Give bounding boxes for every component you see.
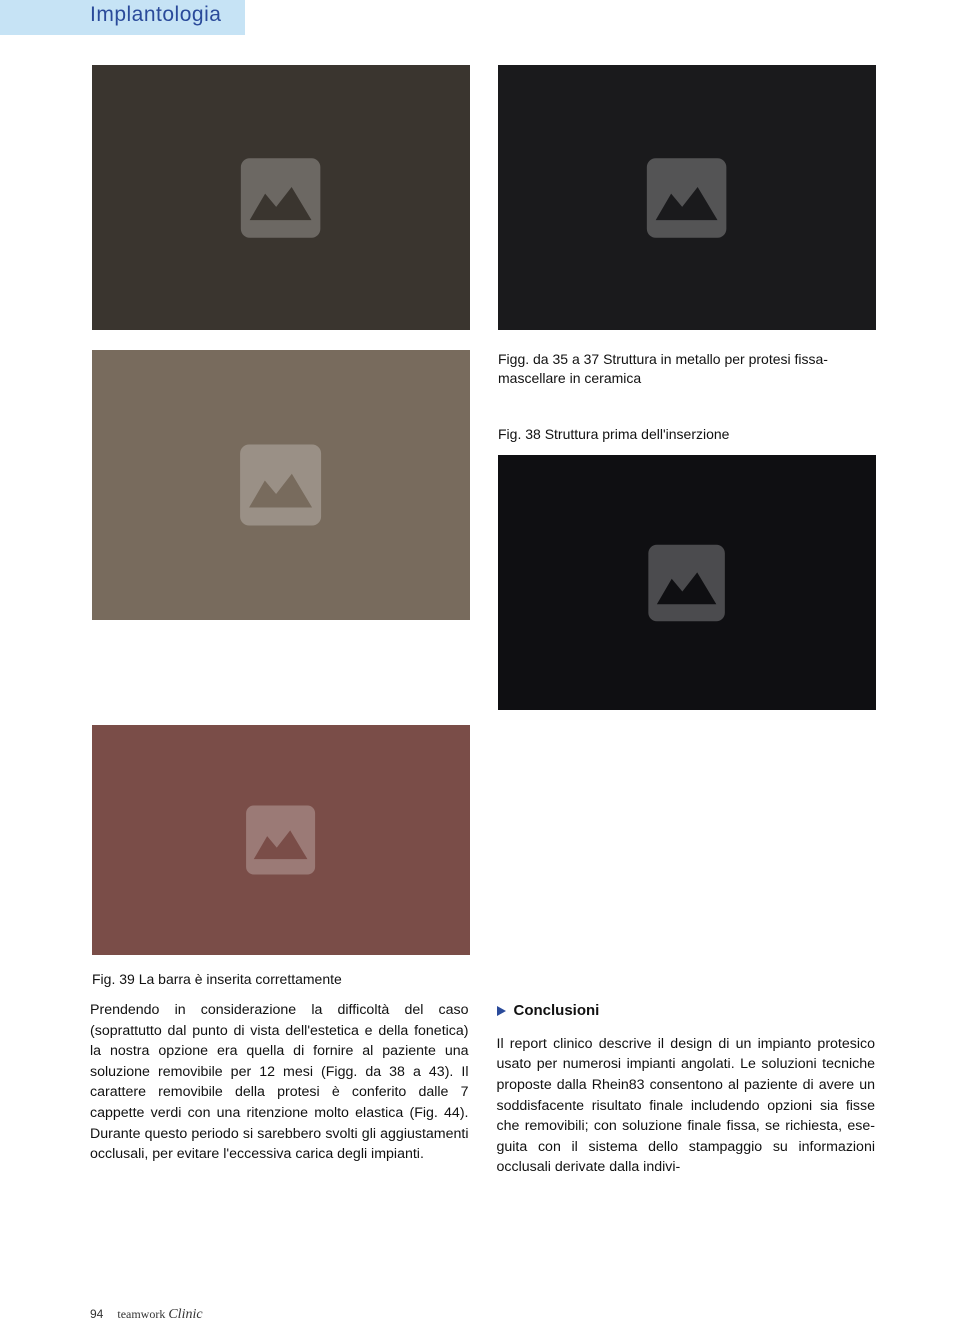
- caption-fig-39: Fig. 39 La barra è inserita correttament…: [92, 970, 452, 989]
- body-column-right: Conclusioni Il report clinico descrive i…: [497, 1000, 876, 1178]
- caption-fig-38: Fig. 38 Struttura prima dell'inserzione: [498, 425, 858, 444]
- body-columns: Prendendo in considerazione la difficol­…: [90, 1000, 875, 1178]
- body-column-left: Prendendo in considerazione la difficol­…: [90, 1000, 469, 1178]
- image-icon: [205, 794, 356, 886]
- conclusions-title-text: Conclusioni: [514, 1000, 600, 1022]
- page-footer: 94 teamwork Clinic: [90, 1307, 203, 1323]
- figure-35: [92, 65, 470, 330]
- caption-figs-35-37: Figg. da 35 a 37 Struttura in metallo pe…: [498, 350, 858, 388]
- magazine-word-1: teamwork: [117, 1307, 165, 1321]
- image-icon: [611, 532, 762, 634]
- figure-38: [498, 455, 876, 710]
- figure-36: [498, 65, 876, 330]
- magazine-word-2: Clinic: [168, 1307, 202, 1322]
- conclusions-body: Il report clinico descrive il design di …: [497, 1034, 876, 1178]
- conclusions-heading: Conclusioni: [497, 1000, 876, 1022]
- page-number: 94: [90, 1307, 103, 1321]
- triangle-icon: [497, 1006, 506, 1016]
- image-icon: [205, 145, 356, 251]
- magazine-name: teamwork Clinic: [117, 1307, 202, 1323]
- image-icon: [611, 145, 762, 251]
- section-title: Implantologia: [90, 3, 221, 27]
- figure-37: [92, 350, 470, 620]
- image-icon: [205, 431, 356, 539]
- figure-39: [92, 725, 470, 955]
